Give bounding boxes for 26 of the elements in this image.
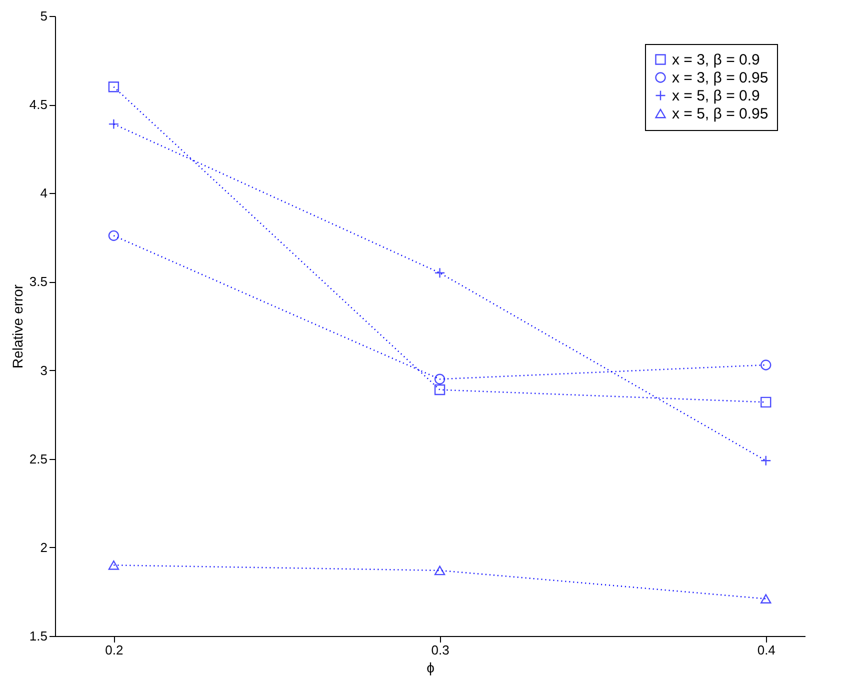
y-tick-label: 2 (40, 540, 48, 555)
legend-label: x = 3, β = 0.95 (672, 70, 768, 86)
legend-label: x = 5, β = 0.95 (672, 106, 768, 122)
y-tick-label: 4.5 (29, 97, 48, 112)
point (760, 396, 772, 408)
x-tick-label: 0.3 (431, 642, 450, 658)
point (434, 384, 446, 396)
point (434, 566, 446, 576)
x-axis-title: ϕ (426, 660, 435, 676)
y-axis-title: Relative error (9, 284, 26, 369)
point (760, 360, 772, 370)
y-tick-label: 2.5 (29, 451, 48, 466)
point (108, 560, 120, 570)
legend-label: x = 3, β = 0.9 (672, 52, 760, 68)
y-tick-label: 4 (40, 186, 48, 201)
point (108, 82, 120, 92)
x-tick-label: 0.2 (105, 642, 124, 658)
y-tick-label: 3 (40, 362, 48, 378)
y-tick-label: 5 (40, 8, 48, 24)
point (760, 594, 772, 604)
y-tick-label: 1.5 (29, 628, 48, 644)
legend-label: x = 5, β = 0.9 (672, 88, 760, 104)
y-tick-label: 3.5 (29, 274, 48, 290)
point (434, 374, 446, 384)
point (108, 230, 120, 241)
x-tick-label: 0.4 (757, 642, 776, 658)
